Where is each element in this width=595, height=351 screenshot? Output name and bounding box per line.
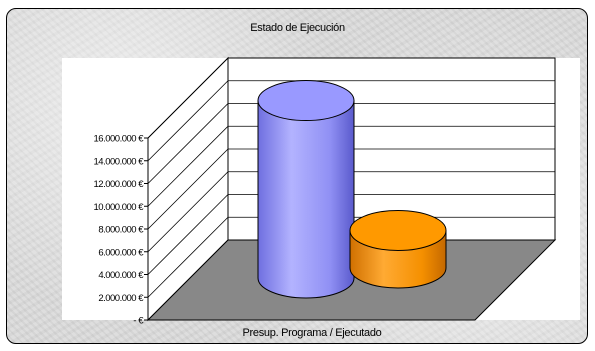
y-tick-label: 16.000.000 € (94, 134, 145, 145)
bar-2-top (349, 209, 447, 251)
bar-1-top (257, 80, 355, 122)
y-tick-label: 6.000.000 € (98, 247, 144, 258)
gridline-side (147, 171, 229, 253)
y-tick-label: 10.000.000 € (94, 202, 145, 213)
gridline-side (147, 80, 229, 162)
bar-1-body (257, 100, 355, 299)
gridline-side (147, 194, 229, 275)
y-tick-label: 2.000.000 € (98, 293, 144, 304)
x-axis-label: Presup. Programa / Ejecutado (243, 327, 382, 339)
bars (257, 80, 447, 299)
gridline-side (147, 216, 229, 298)
gridline-side (147, 103, 229, 184)
y-tick-label: 14.000.000 € (94, 156, 145, 167)
gridline-side (147, 57, 229, 139)
chart-title: Estado de Ejecución (250, 22, 345, 34)
gridline-side (147, 125, 229, 207)
y-tick-label: 12.000.000 € (94, 179, 145, 190)
y-tick-label: 4.000.000 € (98, 270, 144, 281)
y-tick-label: - € (133, 316, 144, 327)
gridline-side (147, 148, 229, 230)
y-axis-ticks: - € 2.000.000 € 4.000.000 € 6.000.000 € 8.00… (94, 134, 148, 327)
y-tick-label: 8.000.000 € (98, 225, 144, 236)
